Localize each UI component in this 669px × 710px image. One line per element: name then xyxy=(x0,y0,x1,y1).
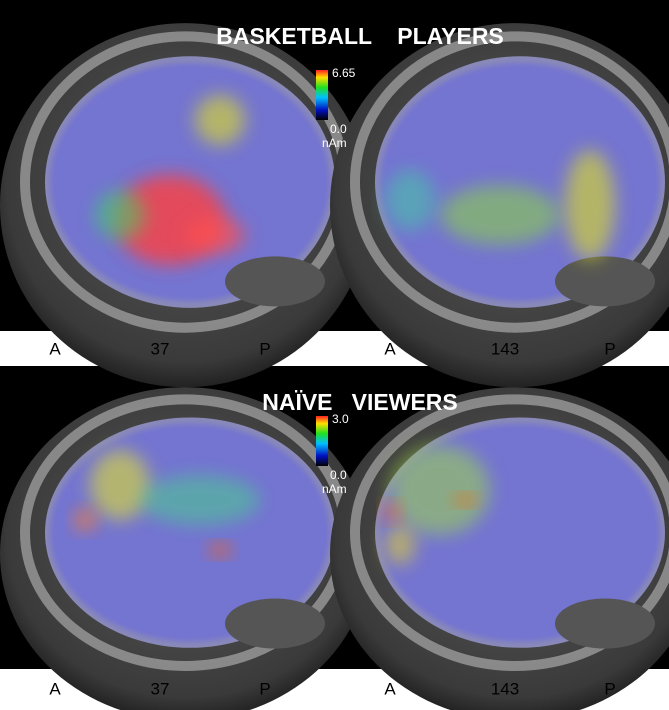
colorbar-max: 6.65 xyxy=(332,66,356,80)
cerebellum xyxy=(555,598,655,649)
anterior-label: A xyxy=(384,679,396,698)
activation xyxy=(210,544,230,556)
posterior-label: P xyxy=(604,679,615,698)
activation xyxy=(95,190,145,240)
anterior-label: A xyxy=(49,339,61,358)
slice-label: 37 xyxy=(151,679,170,698)
activation xyxy=(140,475,260,525)
activation xyxy=(390,445,490,535)
activation xyxy=(565,150,615,260)
brain-image xyxy=(0,387,370,710)
skull xyxy=(350,31,669,333)
colorbar-unit: nAm xyxy=(322,482,347,496)
colorbar-unit: nAm xyxy=(322,136,347,150)
activation xyxy=(455,495,475,505)
cerebellum xyxy=(225,598,325,649)
skull xyxy=(350,394,669,671)
colorbar-min: 0.0 xyxy=(330,468,347,482)
cerebellum xyxy=(225,256,325,307)
posterior-label: P xyxy=(259,339,270,358)
brain-image xyxy=(330,387,669,710)
colorbar xyxy=(316,70,328,120)
cerebellum xyxy=(555,256,655,307)
colorbar xyxy=(316,416,328,466)
slice-label: 143 xyxy=(491,679,519,698)
activation xyxy=(385,525,415,565)
activation xyxy=(185,217,245,253)
slice-label: 37 xyxy=(151,339,170,358)
brain-image xyxy=(330,23,669,388)
activation xyxy=(384,504,400,520)
anterior-label: A xyxy=(49,679,61,698)
activation xyxy=(385,170,435,230)
colorbar-min: 0.0 xyxy=(330,122,347,136)
panel-title: NAÏVE VIEWERS xyxy=(262,389,458,415)
activation xyxy=(90,450,150,520)
panel-title: BASKETBALL PLAYERS xyxy=(216,23,504,49)
brain-image xyxy=(0,23,370,388)
posterior-label: P xyxy=(604,339,615,358)
colorbar-max: 3.0 xyxy=(332,412,349,426)
activation xyxy=(440,185,560,245)
activation xyxy=(75,510,95,530)
anterior-label: A xyxy=(384,339,396,358)
posterior-label: P xyxy=(259,679,270,698)
slice-label: 143 xyxy=(491,339,519,358)
activation xyxy=(195,95,245,145)
